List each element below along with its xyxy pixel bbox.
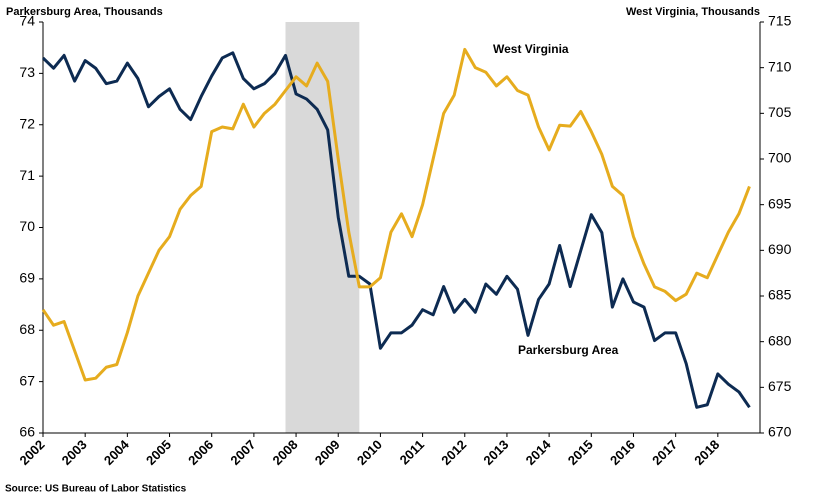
x-tick-label: 2016 <box>607 437 638 468</box>
x-tick-label: 2002 <box>16 437 47 468</box>
y-tick-label: 66 <box>19 424 35 440</box>
y2-tick-label: 710 <box>768 58 792 74</box>
x-tick-label: 2010 <box>354 437 385 468</box>
y2-tick-label: 715 <box>768 13 792 29</box>
annotation: Parkersburg Area <box>518 343 619 357</box>
x-tick-label: 2007 <box>227 437 258 468</box>
x-tick-label: 2014 <box>523 436 555 468</box>
y-tick-label: 73 <box>19 64 35 80</box>
x-tick-label: 2009 <box>312 437 343 468</box>
x-tick-label: 2013 <box>480 437 511 468</box>
y-tick-label: 68 <box>19 321 35 337</box>
y2-tick-label: 695 <box>768 195 792 211</box>
y2-tick-label: 670 <box>768 424 792 440</box>
x-tick-label: 2003 <box>59 437 90 468</box>
annotation: West Virginia <box>493 42 569 56</box>
y2-tick-label: 685 <box>768 287 792 303</box>
x-tick-label: 2015 <box>565 437 596 468</box>
y2-axis-title: West Virginia, Thousands <box>626 6 760 18</box>
source: Source: US Bureau of Labor Statistics <box>5 484 187 495</box>
series-line <box>41 51 751 409</box>
y-tick-label: 67 <box>19 372 35 388</box>
y-tick-label: 70 <box>19 218 35 234</box>
x-tick-label: 2008 <box>270 437 301 468</box>
y-axis-title: Parkersburg Area, Thousands <box>6 6 163 18</box>
y-tick-label: 71 <box>19 167 35 183</box>
x-tick-label: 2004 <box>101 436 133 468</box>
y-tick-label: 74 <box>19 13 35 29</box>
y-tick-label: 69 <box>19 270 35 286</box>
x-tick-label: 2005 <box>143 437 174 468</box>
x-tick-label: 2006 <box>185 437 216 468</box>
x-tick-label: 2018 <box>691 437 722 468</box>
x-tick-label: 2011 <box>397 437 428 468</box>
series-line <box>41 47 751 382</box>
x-tick-label: 2012 <box>438 437 469 468</box>
y2-tick-label: 700 <box>768 150 792 166</box>
y2-tick-label: 675 <box>768 378 792 394</box>
y2-tick-label: 690 <box>768 241 792 257</box>
x-tick-label: 2017 <box>649 437 680 468</box>
y2-tick-label: 680 <box>768 332 792 348</box>
y-tick-label: 72 <box>19 115 35 131</box>
y2-tick-label: 705 <box>768 104 792 120</box>
